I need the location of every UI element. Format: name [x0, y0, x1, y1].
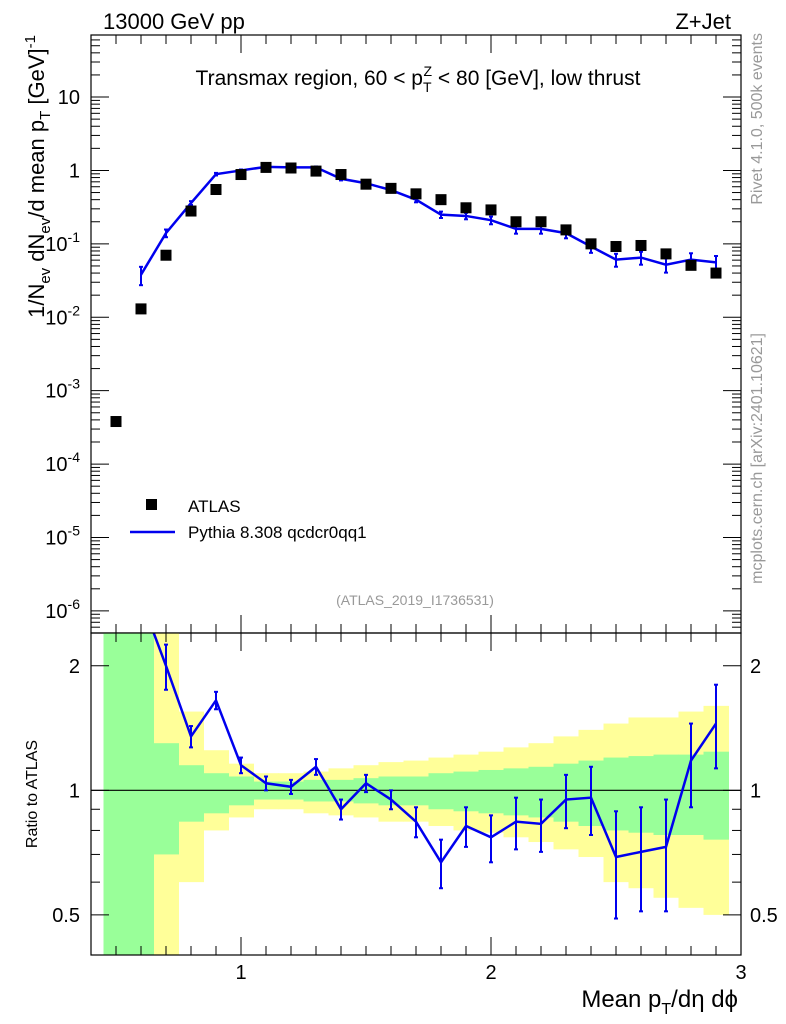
y-tick-label: 10-6: [45, 596, 80, 623]
data-point: [410, 188, 422, 200]
rivet-version-text: Rivet 4.1.0, 500k events: [749, 33, 766, 205]
x-axis-label: Mean pT/dη dϕ: [581, 986, 738, 1018]
data-point: [635, 239, 647, 251]
data-point: [185, 205, 197, 217]
y-tick-label: 1: [69, 160, 80, 182]
data-point: [160, 249, 172, 261]
ratio-inner-band: [153, 743, 179, 855]
data-point: [285, 162, 297, 174]
x-tick-label: 1: [235, 962, 246, 984]
ratio-inner-band: [453, 771, 479, 812]
data-point: [685, 259, 697, 271]
ratio-y-tick-label: 0.5: [52, 905, 80, 927]
data-point: [585, 238, 597, 250]
y-axis-label: 1/Nev dNev/d mean pT [GeV]-1: [22, 35, 54, 318]
data-point: [710, 267, 722, 279]
legend: ATLAS Pythia 8.308 qcdcr0qq1: [130, 497, 367, 542]
ratio-panel: 1 2 3 0.5 0.5 1 1 2 2 Ratio to ATLAS Mean pT/dη …: [24, 632, 778, 1018]
data-point: [235, 169, 247, 181]
ratio-inner-band: [178, 765, 204, 822]
data-point: [210, 184, 222, 196]
ratio-frame: [90, 632, 742, 956]
ratio-inner-band: [428, 773, 454, 810]
ratio-y-tick-label-right: 2: [750, 656, 761, 678]
mcplots-reference-text: mcplots.cern.ch [arXiv:2401.10621]: [749, 333, 766, 584]
data-point: [385, 182, 397, 194]
data-point: [535, 216, 547, 228]
data-point: [135, 303, 147, 315]
header-left: 13000 GeV pp: [103, 9, 245, 34]
y-tick-label: 10: [58, 87, 80, 109]
y-tick-label: 10-5: [45, 522, 80, 549]
ratio-y-tick-label-right: 0.5: [750, 905, 778, 927]
ratio-y-tick-label-right: 1: [750, 780, 761, 802]
plot-title: Transmax region, 60 < pTZ < 80 [GeV], lo…: [196, 63, 641, 95]
ratio-y-tick-label: 1: [69, 780, 80, 802]
data-point: [260, 161, 272, 173]
analysis-id: (ATLAS_2019_I1736531): [336, 592, 494, 608]
legend-mc-label: Pythia 8.308 qcdcr0qq1: [188, 523, 367, 542]
mc-line: [139, 165, 717, 276]
ratio-mc-line: [152, 633, 718, 865]
ratio-inner-band: [203, 773, 229, 814]
data-point: [560, 224, 572, 236]
ratio-y-axis-label: Ratio to ATLAS: [24, 740, 41, 848]
ratio-inner-band: [103, 633, 129, 955]
x-tick-label: 2: [485, 962, 496, 984]
data-point: [460, 202, 472, 214]
data-point: [110, 416, 122, 428]
y-tick-label: 10-1: [45, 229, 80, 256]
data-point: [660, 248, 672, 260]
ratio-inner-band: [128, 633, 154, 955]
main-panel: 10 1 10-1 10-2 10-3 10-4 10-5 10-6 Transmax reg…: [22, 34, 742, 634]
data-point: [335, 169, 347, 181]
legend-data-marker: [146, 499, 157, 510]
data-point: [510, 216, 522, 228]
data-point: [610, 241, 622, 253]
header-right: Z+Jet: [675, 9, 731, 34]
main-frame: [90, 34, 742, 634]
y-tick-label: 10-3: [45, 376, 80, 403]
y-tick-label: 10-2: [45, 302, 80, 329]
data-point: [435, 194, 447, 206]
ratio-inner-band: [478, 769, 504, 814]
ratio-y-tick-label: 2: [69, 656, 80, 678]
data-point: [485, 204, 497, 216]
data-point: [360, 178, 372, 190]
x-tick-label: 3: [735, 962, 746, 984]
legend-data-label: ATLAS: [188, 497, 241, 516]
y-tick-label: 10-4: [45, 449, 80, 476]
data-point: [310, 165, 322, 177]
